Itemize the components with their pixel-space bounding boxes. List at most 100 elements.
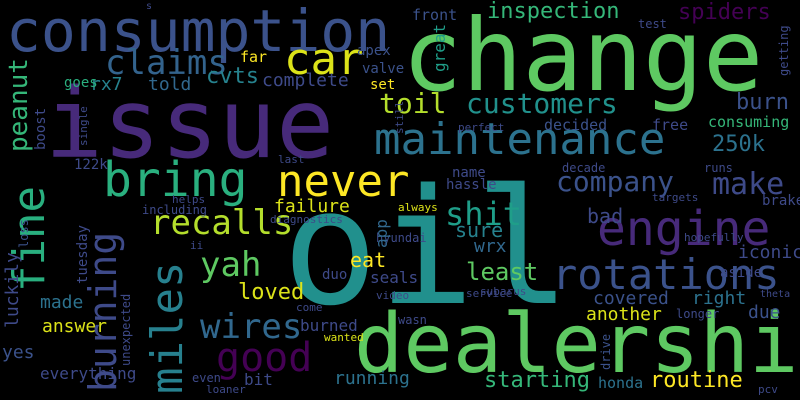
word-wasn: wanted (324, 331, 364, 344)
word-drive: honda (598, 374, 644, 392)
word-diagnostics: luckily (2, 252, 23, 328)
word-spiders: spiders (678, 0, 771, 25)
word-come: drive (599, 333, 613, 370)
word-company: company (556, 165, 675, 198)
word-car-main: car (284, 34, 364, 85)
word-never: never (277, 156, 410, 207)
word-engine: engine (597, 201, 771, 257)
word-s: s (146, 1, 153, 12)
word-wires: wires (200, 307, 303, 347)
word-maintenance: maintenance (374, 114, 666, 165)
word-ii: diagnostics (270, 213, 343, 226)
word-toil: toil (379, 87, 447, 120)
word-claims: claims (105, 43, 228, 83)
word-loaner: pcv (758, 383, 778, 396)
word-still: still (393, 100, 406, 134)
word-burned: come (296, 301, 323, 314)
word-bit: even (192, 371, 221, 385)
word-covered: covered (593, 288, 669, 309)
word-consumption: consumption (6, 0, 391, 65)
word-consuming: consuming (708, 113, 790, 131)
word-video: video (376, 289, 410, 302)
word-issue: issue (45, 68, 334, 180)
word-right: right (692, 288, 747, 309)
word-hopefully: hopefully (684, 231, 744, 244)
word-goes: goes (64, 75, 98, 91)
word-single: single (77, 106, 90, 146)
word-longer: longer (676, 307, 720, 321)
word-least: least (466, 258, 539, 286)
word-getting: getting (777, 25, 791, 76)
word-due: due (748, 302, 781, 323)
word-loss: made (40, 292, 84, 313)
word-wanted: burned (300, 316, 358, 335)
word-another: another (586, 304, 662, 325)
word-great: great (430, 23, 449, 72)
word-everything: unexpected (119, 293, 133, 366)
word-decided: decided (544, 116, 608, 134)
word-hyundai: hyundai (376, 231, 427, 245)
word-theta: theta (760, 289, 791, 300)
word-miles: miles (142, 261, 193, 394)
word-seals: seals (370, 268, 419, 287)
word-name-main: name (452, 165, 486, 181)
word-wrx: wrx (474, 236, 507, 257)
word-make: make (712, 167, 785, 202)
word-122k: including (142, 203, 208, 217)
word-tuesday: ii (190, 239, 204, 252)
word-aside: aside (720, 265, 763, 281)
word-luckily: loss (17, 219, 31, 248)
word-answer: yes (2, 342, 35, 363)
word-cvts: cvts (206, 64, 259, 89)
word-test: test (638, 17, 667, 31)
word-last: last (278, 153, 305, 166)
word-app: app (372, 219, 391, 248)
word-bring: bring (103, 152, 248, 208)
word-recalls: recalls (150, 203, 294, 243)
word-routine: starting (484, 368, 590, 393)
word-runs: runs (704, 161, 733, 175)
word-helps: helps (172, 193, 206, 206)
word-brakes: brakes (762, 193, 800, 209)
word-within: wasn (398, 313, 427, 327)
word-good: good (216, 335, 313, 381)
word-running: bit (244, 370, 273, 389)
word-duo: duo (322, 267, 348, 283)
word-set: set (370, 77, 396, 93)
word-hassle: hassle (446, 177, 497, 193)
word-apex: apex (357, 43, 391, 59)
word-always: always (398, 201, 438, 214)
word-failure: failure (274, 196, 350, 217)
word-perfect: perfect (458, 121, 505, 134)
word-valve: valve (362, 61, 405, 77)
word-starting: running (334, 368, 410, 389)
word-yes: everything (40, 364, 137, 383)
word-front: front (412, 6, 458, 24)
word-peanut: peanut (4, 58, 34, 152)
word-made: answer (42, 316, 108, 337)
word-told: told (148, 74, 192, 95)
word-sure: sure (455, 218, 504, 242)
word-dealership: dealership (354, 297, 800, 392)
word-burn: burn (736, 90, 789, 115)
word-rotations: rotations (552, 250, 780, 299)
word-shit: shit (445, 195, 523, 233)
word-250k: 250k (712, 132, 765, 157)
word-oil: oil (282, 154, 571, 341)
word-yah: yah (200, 245, 262, 285)
word-loved: loved (238, 280, 305, 305)
word-iconic: iconic (738, 242, 800, 263)
word-pcv: 122k (74, 157, 108, 173)
word-boost: boost (33, 107, 49, 150)
word-honda: routine (650, 368, 743, 393)
word-far: far (240, 48, 268, 66)
word-inspection: inspection (487, 0, 620, 24)
word-subarus: subarus (480, 285, 527, 298)
word-even: loaner (206, 383, 246, 396)
word-service: service (466, 287, 513, 300)
word-including: tuesday (75, 224, 91, 284)
word-customers: customers (466, 87, 618, 120)
word-decade: decade (562, 161, 606, 175)
word-eat: eat (350, 248, 387, 272)
